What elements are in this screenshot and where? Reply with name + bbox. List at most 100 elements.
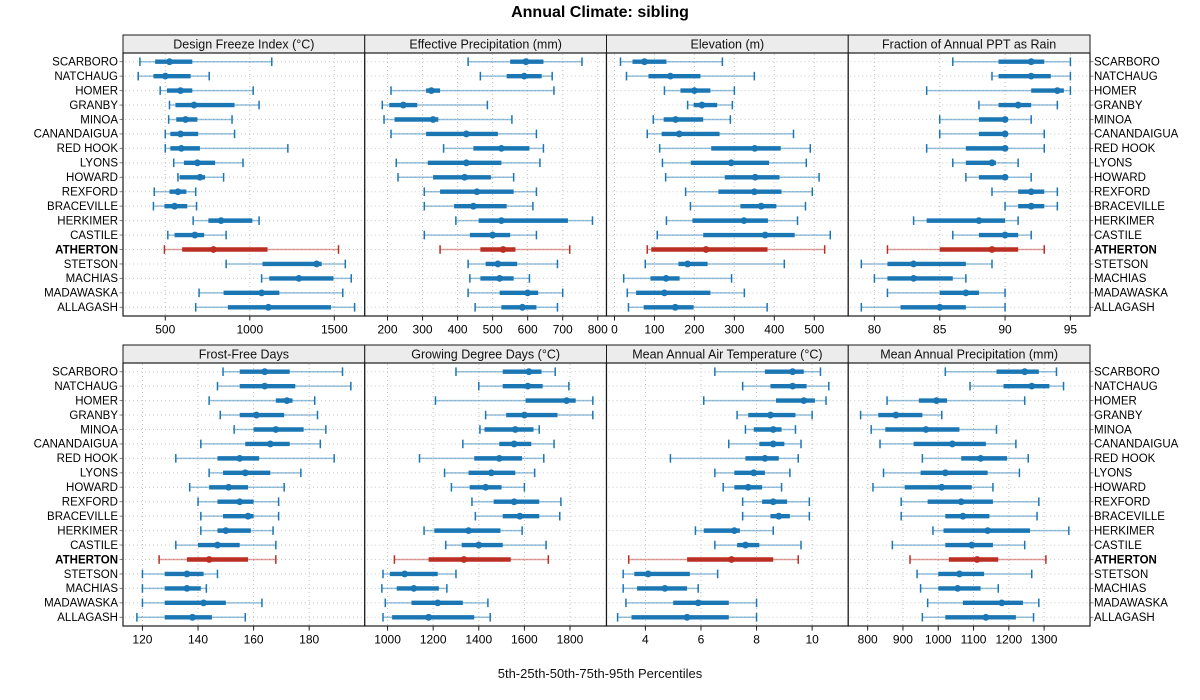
station-label-left: SCARBORO <box>52 367 118 379</box>
station-label-right: HERKIMER <box>1094 525 1155 537</box>
median-dot <box>495 454 503 462</box>
interval-row <box>167 115 233 124</box>
interval-row <box>744 425 797 434</box>
interval-row <box>383 115 513 124</box>
station-label-left: HERKIMER <box>57 215 118 227</box>
interval-row <box>444 540 547 550</box>
station-label-right: REXFORD <box>1094 497 1150 509</box>
interval-row <box>627 555 799 564</box>
interval-row <box>909 555 1047 564</box>
interval-row <box>926 598 1040 608</box>
station-label-right: MINOA <box>1094 424 1132 436</box>
station-label-left: RED HOOK <box>57 143 119 155</box>
median-dot <box>190 101 198 109</box>
interval-row <box>661 158 808 168</box>
median-dot <box>769 498 777 506</box>
interval-row <box>478 381 570 391</box>
interval-row <box>859 410 943 420</box>
station-label-right: MADAWASKA <box>1094 288 1168 300</box>
interval-row <box>741 497 811 507</box>
interval-row <box>646 129 795 139</box>
interval-row <box>900 511 1038 521</box>
median-dot <box>497 217 505 225</box>
interval-row <box>622 569 719 579</box>
interval-row <box>200 511 280 521</box>
interval-row <box>467 57 583 66</box>
median-dot <box>936 303 944 311</box>
interval-row <box>656 230 832 240</box>
axis-tick-label: 85 <box>933 323 947 337</box>
median-dot <box>988 159 996 167</box>
station-label-left: REXFORD <box>62 497 118 509</box>
station-label-left: ATHERTON <box>55 244 118 256</box>
median-dot <box>489 231 497 239</box>
interval-row <box>164 144 289 153</box>
station-label-right: HOMER <box>1094 395 1137 407</box>
station-label-right: SCARBORO <box>1094 57 1160 69</box>
interval-row <box>208 396 316 405</box>
median-dot <box>525 368 533 376</box>
axis-tick-label: 1000 <box>236 323 263 337</box>
interval-row <box>467 288 564 298</box>
station-label-left: CANANDAIGUA <box>34 129 119 141</box>
median-dot <box>962 289 970 297</box>
median-dot <box>644 570 652 578</box>
interval-row <box>163 245 340 254</box>
median-dot <box>182 116 189 123</box>
median-dot <box>563 397 570 404</box>
interval-row <box>423 201 534 211</box>
interval-row <box>167 230 227 240</box>
panel-strip-title: Mean Annual Precipitation (mm) <box>880 348 1058 362</box>
median-dot <box>702 246 710 253</box>
median-dot <box>183 585 191 592</box>
interval-row <box>616 613 758 622</box>
median-dot <box>938 483 946 491</box>
interval-row <box>382 569 457 579</box>
station-label-right: CASTILE <box>1094 540 1142 552</box>
panel-design-freeze-index: Design Freeze Index (°C) 500 1000 1500 <box>122 34 366 337</box>
station-label-left: NATCHAUG <box>54 71 118 83</box>
panel-strip-title: Mean Annual Air Temperature (°C) <box>632 348 822 362</box>
interval-row <box>474 303 559 312</box>
median-dot <box>295 275 303 282</box>
station-label-left: BRACEVILLE <box>47 201 118 213</box>
interval-row <box>900 497 1040 507</box>
interval-row <box>736 410 813 420</box>
station-label-left: RED HOOK <box>57 453 119 465</box>
median-dot <box>740 217 748 225</box>
median-dot <box>205 556 213 563</box>
median-dot <box>177 144 185 152</box>
station-label-right: HOWARD <box>1094 482 1146 494</box>
interval-row <box>694 526 774 535</box>
interval-row <box>194 303 356 312</box>
panel-growing-degree-days: Growing Degree Days (°C) 1000 1200 1400 1600… <box>364 344 608 647</box>
interval-row <box>153 187 197 197</box>
station-label-left: STETSON <box>64 569 118 581</box>
median-dot <box>757 202 765 210</box>
axis-tick-label: 1200 <box>420 633 447 647</box>
median-dot <box>283 397 291 404</box>
median-dot <box>171 202 178 210</box>
interval-row <box>722 482 783 492</box>
interval-row <box>921 454 1029 463</box>
median-dot <box>789 382 797 390</box>
interval-row <box>393 555 550 564</box>
median-dot <box>241 469 249 477</box>
interval-row <box>626 288 746 298</box>
axis-tick-label: 200 <box>684 323 704 337</box>
median-dot <box>519 303 526 311</box>
panel-strip-title: Effective Precipitation (mm) <box>409 38 562 52</box>
interval-row <box>418 454 545 463</box>
station-label-left: HERKIMER <box>57 525 118 537</box>
interval-row <box>381 584 448 593</box>
median-dot <box>1001 116 1009 123</box>
station-label-right: ATHERTON <box>1094 244 1157 256</box>
station-label-right: RED HOOK <box>1094 143 1156 155</box>
interval-row <box>619 57 724 66</box>
interval-row <box>703 396 827 405</box>
median-dot <box>892 411 900 419</box>
median-dot <box>1001 130 1009 138</box>
panel-elevation: Elevation (m) 0 100 200 300 400 500 <box>605 34 849 337</box>
median-dot <box>761 231 769 239</box>
interval-row <box>455 367 556 376</box>
